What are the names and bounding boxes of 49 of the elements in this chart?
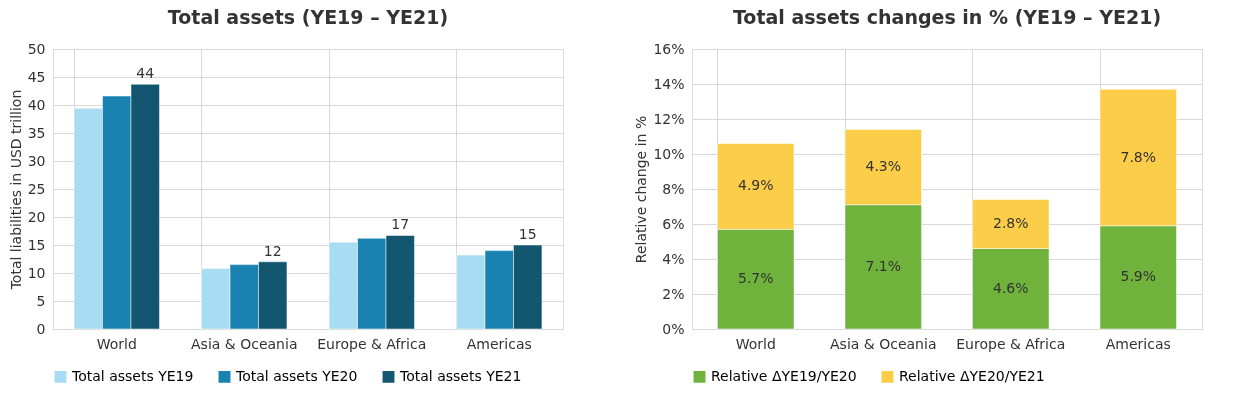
chart-title: Total assets changes in % (YE19 – YE21) bbox=[732, 6, 1162, 28]
data-label: 4.3% bbox=[865, 158, 902, 175]
data-label: 4.9% bbox=[737, 177, 774, 194]
y-tick-label: 14% bbox=[653, 75, 685, 92]
x-tick-label: World bbox=[96, 335, 137, 352]
y-axis-title: Relative change in % bbox=[633, 115, 650, 264]
y-tick-label: 10 bbox=[27, 264, 46, 281]
x-tick-label: Europe & Africa bbox=[956, 335, 1066, 352]
legend-label: Relative ΔYE19/YE20 bbox=[711, 367, 857, 384]
y-tick-label: 6% bbox=[662, 215, 685, 232]
data-label: 4.6% bbox=[992, 279, 1029, 296]
data-label: 7.8% bbox=[1120, 148, 1157, 165]
x-tick-label: World bbox=[735, 335, 776, 352]
y-tick-label: 4% bbox=[662, 250, 685, 267]
y-tick-label: 16% bbox=[653, 40, 685, 57]
y-tick-label: 0 bbox=[36, 320, 46, 337]
x-tick-label: Americas bbox=[466, 335, 532, 352]
data-label: 5.9% bbox=[1120, 268, 1157, 285]
x-tick-label: Asia & Oceania bbox=[830, 335, 937, 352]
data-label: 7.1% bbox=[865, 257, 902, 274]
legend-label: Total assets YE20 bbox=[235, 367, 358, 384]
y-tick-label: 40 bbox=[27, 96, 46, 113]
y-tick-label: 45 bbox=[27, 68, 46, 85]
data-label: 12 bbox=[263, 242, 282, 259]
y-tick-label: 5 bbox=[36, 292, 46, 309]
data-label: 15 bbox=[518, 226, 537, 242]
x-tick-label: Americas bbox=[1105, 335, 1171, 352]
y-tick-label: 30 bbox=[27, 152, 46, 169]
legend-label: Total assets YE19 bbox=[71, 367, 194, 384]
y-tick-label: 10% bbox=[653, 145, 685, 162]
data-label: 44 bbox=[136, 65, 155, 82]
y-tick-label: 20 bbox=[27, 208, 46, 225]
y-tick-label: 2% bbox=[662, 285, 685, 302]
legend-label: Total assets YE21 bbox=[399, 367, 522, 384]
x-tick-label: Europe & Africa bbox=[317, 335, 427, 352]
y-tick-label: 35 bbox=[27, 124, 46, 141]
y-tick-label: 50 bbox=[27, 40, 46, 57]
x-tick-label: Asia & Oceania bbox=[191, 335, 298, 352]
chart-title: Total assets (YE19 – YE21) bbox=[167, 6, 449, 28]
data-label: 5.7% bbox=[737, 270, 774, 287]
data-label: 17 bbox=[391, 216, 410, 233]
y-tick-label: 25 bbox=[27, 180, 46, 197]
y-tick-label: 8% bbox=[662, 180, 685, 197]
data-label: 2.8% bbox=[992, 215, 1029, 231]
y-tick-label: 15 bbox=[27, 236, 46, 253]
y-axis-title: Total liabilities in USD trillion bbox=[7, 89, 24, 291]
legend-label: Relative ΔYE20/YE21 bbox=[899, 367, 1045, 384]
y-tick-label: 12% bbox=[653, 110, 685, 127]
y-tick-label: 0% bbox=[662, 320, 685, 337]
